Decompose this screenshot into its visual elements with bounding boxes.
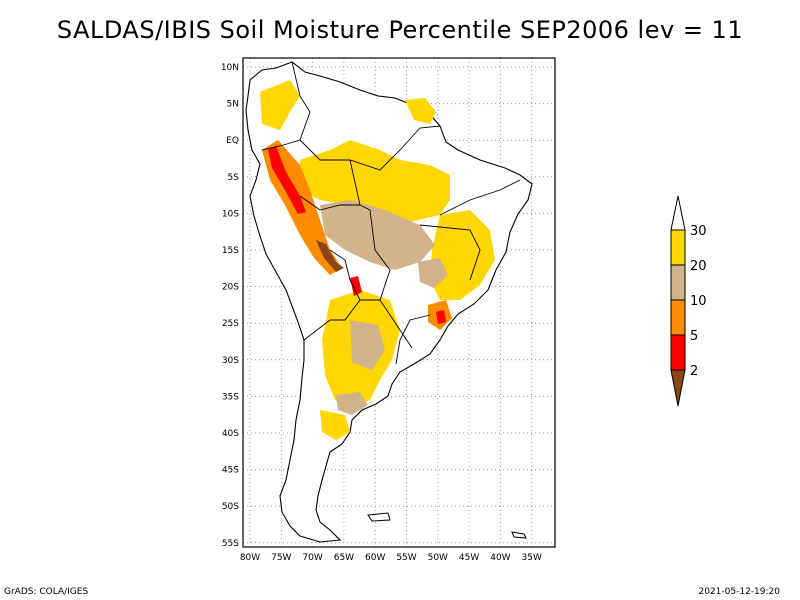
lat-label: 40S <box>222 429 239 439</box>
legend-label-10: 10 <box>690 294 707 309</box>
lat-label: 10S <box>222 209 239 219</box>
lat-label: 45S <box>222 466 239 476</box>
lat-label: 35S <box>222 392 239 402</box>
percentile-10-20-southeast <box>418 258 448 288</box>
footer-timestamp: 2021-05-12-19:20 <box>698 587 781 597</box>
lon-label: 70W <box>302 553 322 563</box>
lat-label: 20S <box>222 283 239 293</box>
legend-label-2: 2 <box>690 364 698 379</box>
percentile-lt2-peru <box>316 240 344 272</box>
percentile-2-5-bolivia <box>350 276 362 296</box>
map-area: 10N5NEQ5S10S15S20S25S30S35S40S45S50S55S … <box>221 57 556 563</box>
lat-label: 50S <box>222 502 239 512</box>
percentile-20-30-north <box>260 80 300 130</box>
lon-label: 65W <box>334 553 354 563</box>
percentile-20-30-amazon <box>300 140 450 222</box>
percentile-10-20-south <box>350 320 385 370</box>
country-borders <box>261 61 521 365</box>
map-title: SALDAS/IBIS Soil Moisture Percentile SEP… <box>56 16 744 44</box>
legend-top-triangle <box>670 195 686 231</box>
lon-label: 60W <box>365 553 385 563</box>
lat-label: 15S <box>222 246 239 256</box>
legend-bin-5-10 <box>670 299 686 336</box>
legend-bin-10-20 <box>670 264 686 301</box>
lat-label: 5N <box>227 100 239 110</box>
lat-label: 30S <box>222 356 239 366</box>
legend-bottom-triangle <box>670 369 686 407</box>
percentile-10-20-pampas <box>336 392 368 415</box>
percentile-20-30-guiana <box>405 98 436 124</box>
legend-label-20: 20 <box>690 259 707 274</box>
legend-label-5: 5 <box>690 329 698 344</box>
lon-label: 55W <box>396 553 416 563</box>
percentile-2-5-se <box>436 310 446 324</box>
falkland-islands <box>367 512 391 522</box>
lat-label: 55S <box>222 539 239 549</box>
lat-label: 5S <box>228 173 240 183</box>
legend-bin-20-30 <box>670 229 686 266</box>
lon-label: 40W <box>490 553 510 563</box>
percentile-20-30-patagonia <box>320 410 350 440</box>
lat-label: 25S <box>222 319 239 329</box>
lon-label: 35W <box>522 553 542 563</box>
lon-label: 45W <box>459 553 479 563</box>
latitude-labels: 10N 5N EQ 5S 10S 15S 20S 25S 30S 35S 40S 45S 50S 55S <box>221 63 239 549</box>
color-legend: 30 20 10 5 2 <box>670 195 707 407</box>
legend-label-30: 30 <box>690 224 707 239</box>
lat-label: EQ <box>226 136 239 146</box>
percentile-2-5-andes <box>268 146 306 214</box>
percentile-10-20-central <box>320 200 435 270</box>
footer-credit: GrADS: COLA/IGES <box>4 587 89 597</box>
lat-label: 10N <box>221 63 239 73</box>
south-georgia <box>511 531 527 539</box>
data-layer <box>245 61 533 543</box>
percentile-20-30-east <box>430 210 495 300</box>
lon-label: 75W <box>271 553 291 563</box>
lon-label: 80W <box>240 553 260 563</box>
lon-label: 50W <box>428 553 448 563</box>
longitude-labels: 80W 75W 70W 65W 60W 55W 50W 45W 40W 35W <box>240 553 542 563</box>
legend-bin-2-5 <box>670 334 686 371</box>
map-frame <box>242 57 556 548</box>
